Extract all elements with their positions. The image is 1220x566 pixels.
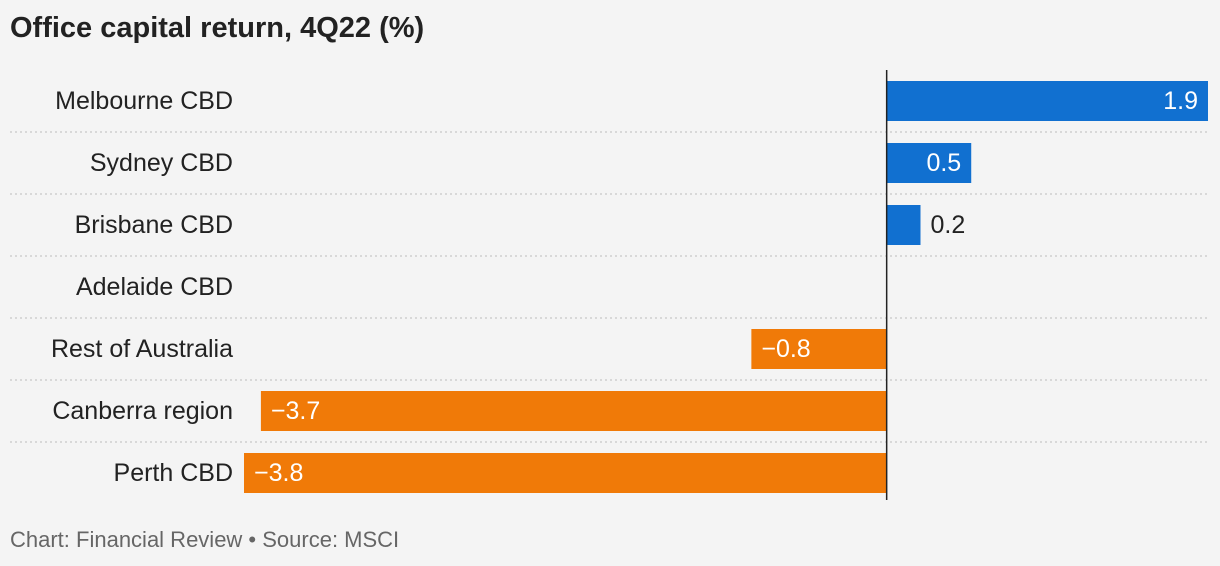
bar-chart: Melbourne CBD 1.9 Sydney CBD 0.5 Brisbane CB… bbox=[10, 70, 1208, 500]
bar bbox=[751, 329, 887, 369]
data-label: −0.8 bbox=[761, 335, 810, 363]
category-label: Melbourne CBD bbox=[55, 87, 233, 115]
chart-title: Office capital return, 4Q22 (%) bbox=[10, 12, 425, 44]
bar bbox=[244, 453, 887, 493]
bar bbox=[886, 205, 921, 245]
category-label: Canberra region bbox=[52, 397, 233, 425]
bar bbox=[886, 143, 972, 183]
bar bbox=[886, 81, 1208, 121]
data-label: 0.2 bbox=[930, 211, 965, 239]
data-label: 1.9 bbox=[1163, 87, 1198, 115]
data-label: −3.8 bbox=[254, 459, 303, 487]
category-label: Adelaide CBD bbox=[76, 273, 233, 301]
category-label: Perth CBD bbox=[114, 459, 233, 487]
category-label: Brisbane CBD bbox=[75, 211, 233, 239]
category-label: Sydney CBD bbox=[90, 149, 233, 177]
chart-footer: Chart: Financial Review • Source: MSCI bbox=[10, 527, 400, 552]
category-label: Rest of Australia bbox=[51, 335, 233, 363]
bar bbox=[260, 391, 887, 431]
data-label: −3.7 bbox=[271, 397, 320, 425]
data-label: 0.5 bbox=[926, 149, 961, 177]
